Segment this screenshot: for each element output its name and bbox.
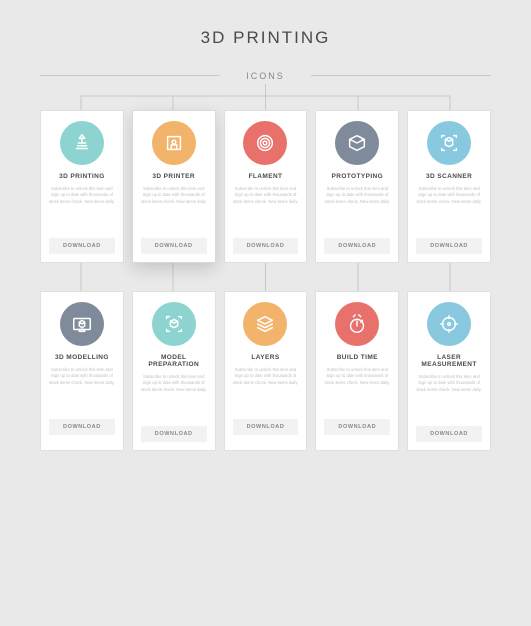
top-connectors bbox=[40, 84, 491, 110]
page-title: 3D PRINTING bbox=[40, 28, 491, 48]
subtitle-divider: ICONS bbox=[40, 66, 491, 84]
card-description: Subscribe to unlock this item and Sign u… bbox=[233, 367, 299, 401]
card-description: Subscribe to unlock this item and Sign u… bbox=[49, 186, 115, 220]
prep-icon bbox=[152, 302, 196, 346]
card-title: 3D SCANNER bbox=[426, 173, 472, 180]
card-modelling: 3D MODELLING Subscribe to unlock this ite… bbox=[40, 291, 124, 451]
scanner-icon bbox=[427, 121, 471, 165]
subtitle: ICONS bbox=[238, 71, 293, 81]
download-button[interactable]: DOWNLOAD bbox=[416, 426, 482, 442]
card-title: 3D MODELLING bbox=[55, 354, 109, 361]
card-printer: 3D PRINTER Subscribe to unlock this item … bbox=[132, 110, 216, 263]
card-description: Subscribe to unlock this item and Sign u… bbox=[324, 367, 390, 401]
card-description: Subscribe to unlock this item and Sign u… bbox=[416, 374, 482, 408]
card-description: Subscribe to unlock this item and Sign u… bbox=[324, 186, 390, 220]
card-title: FLAMENT bbox=[249, 173, 283, 180]
card-title: BUILD TIME bbox=[337, 354, 378, 361]
printing-icon bbox=[60, 121, 104, 165]
card-title: LASER MEASUREMENT bbox=[416, 354, 482, 368]
download-button[interactable]: DOWNLOAD bbox=[233, 419, 299, 435]
layers-icon bbox=[243, 302, 287, 346]
filament-icon bbox=[243, 121, 287, 165]
download-button[interactable]: DOWNLOAD bbox=[141, 426, 207, 442]
modelling-icon bbox=[60, 302, 104, 346]
card-laser: LASER MEASUREMENT Subscribe to unlock thi… bbox=[407, 291, 491, 451]
download-button[interactable]: DOWNLOAD bbox=[49, 238, 115, 254]
download-button[interactable]: DOWNLOAD bbox=[324, 419, 390, 435]
download-button[interactable]: DOWNLOAD bbox=[141, 238, 207, 254]
proto-icon bbox=[335, 121, 379, 165]
buildtime-icon bbox=[335, 302, 379, 346]
card-printing: 3D PRINTING Subscribe to unlock this item… bbox=[40, 110, 124, 263]
card-filament: FLAMENT Subscribe to unlock this item and… bbox=[224, 110, 308, 263]
card-title: 3D PRINTING bbox=[59, 173, 105, 180]
card-title: PROTOTYPING bbox=[331, 173, 383, 180]
card-description: Subscribe to unlock this item and Sign u… bbox=[141, 374, 207, 408]
card-title: MODEL PREPARATION bbox=[141, 354, 207, 368]
card-layers: LAYERS Subscribe to unlock this item and … bbox=[224, 291, 308, 451]
card-prep: MODEL PREPARATION Subscribe to unlock thi… bbox=[132, 291, 216, 451]
mid-connectors bbox=[40, 263, 491, 291]
download-button[interactable]: DOWNLOAD bbox=[233, 238, 299, 254]
card-description: Subscribe to unlock this item and Sign u… bbox=[416, 186, 482, 220]
card-description: Subscribe to unlock this item and Sign u… bbox=[141, 186, 207, 220]
card-scanner: 3D SCANNER Subscribe to unlock this item … bbox=[407, 110, 491, 263]
card-title: 3D PRINTER bbox=[152, 173, 195, 180]
card-buildtime: BUILD TIME Subscribe to unlock this item … bbox=[315, 291, 399, 451]
card-title: LAYERS bbox=[251, 354, 279, 361]
card-description: Subscribe to unlock this item and Sign u… bbox=[49, 367, 115, 401]
download-button[interactable]: DOWNLOAD bbox=[324, 238, 390, 254]
card-grid: 3D PRINTING Subscribe to unlock this item… bbox=[40, 110, 491, 263]
laser-icon bbox=[427, 302, 471, 346]
download-button[interactable]: DOWNLOAD bbox=[49, 419, 115, 435]
card-description: Subscribe to unlock this item and Sign u… bbox=[233, 186, 299, 220]
download-button[interactable]: DOWNLOAD bbox=[416, 238, 482, 254]
card-grid-2: 3D MODELLING Subscribe to unlock this ite… bbox=[40, 291, 491, 451]
card-proto: PROTOTYPING Subscribe to unlock this item… bbox=[315, 110, 399, 263]
printer-icon bbox=[152, 121, 196, 165]
